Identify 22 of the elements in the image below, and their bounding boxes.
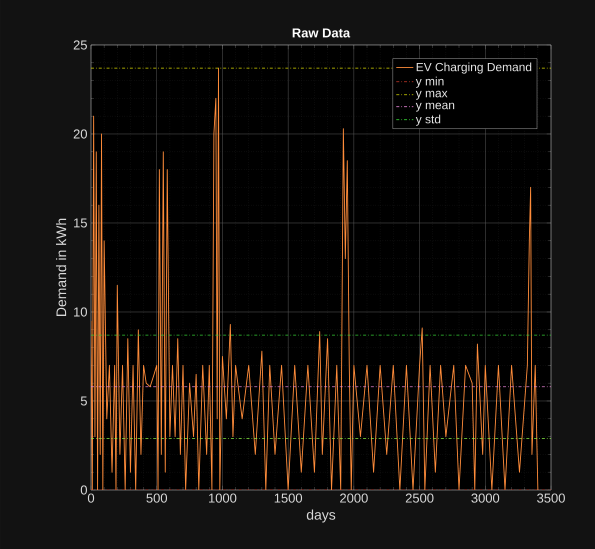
legend-label: y max bbox=[416, 90, 448, 100]
x-tick-label: 0 bbox=[88, 494, 94, 503]
y-tick-label: 20 bbox=[74, 129, 87, 139]
legend-label: EV Charging Demand bbox=[416, 62, 532, 74]
chart-title: Raw Data bbox=[292, 28, 350, 38]
y-tick-label: 25 bbox=[74, 40, 87, 50]
x-tick-label: 2500 bbox=[406, 494, 434, 503]
legend-label: y mean bbox=[416, 102, 454, 112]
x-axis-title: days bbox=[306, 510, 336, 523]
x-tick-label: 3500 bbox=[537, 494, 565, 503]
x-tick-label: 1000 bbox=[209, 494, 236, 503]
y-tick-label: 5 bbox=[80, 396, 87, 406]
x-tick-label: 500 bbox=[146, 494, 168, 503]
legend-label: y min bbox=[416, 76, 444, 88]
x-tick-label: 2000 bbox=[340, 494, 368, 503]
legend-label: y std bbox=[416, 114, 440, 126]
y-axis-title: Demand in kWh bbox=[56, 218, 66, 316]
y-tick-label: 15 bbox=[74, 218, 87, 228]
x-tick-label: 1500 bbox=[274, 494, 302, 503]
x-tick-label: 3000 bbox=[471, 494, 500, 503]
y-tick-label: 10 bbox=[74, 307, 87, 317]
y-tick-label: 0 bbox=[80, 485, 87, 495]
